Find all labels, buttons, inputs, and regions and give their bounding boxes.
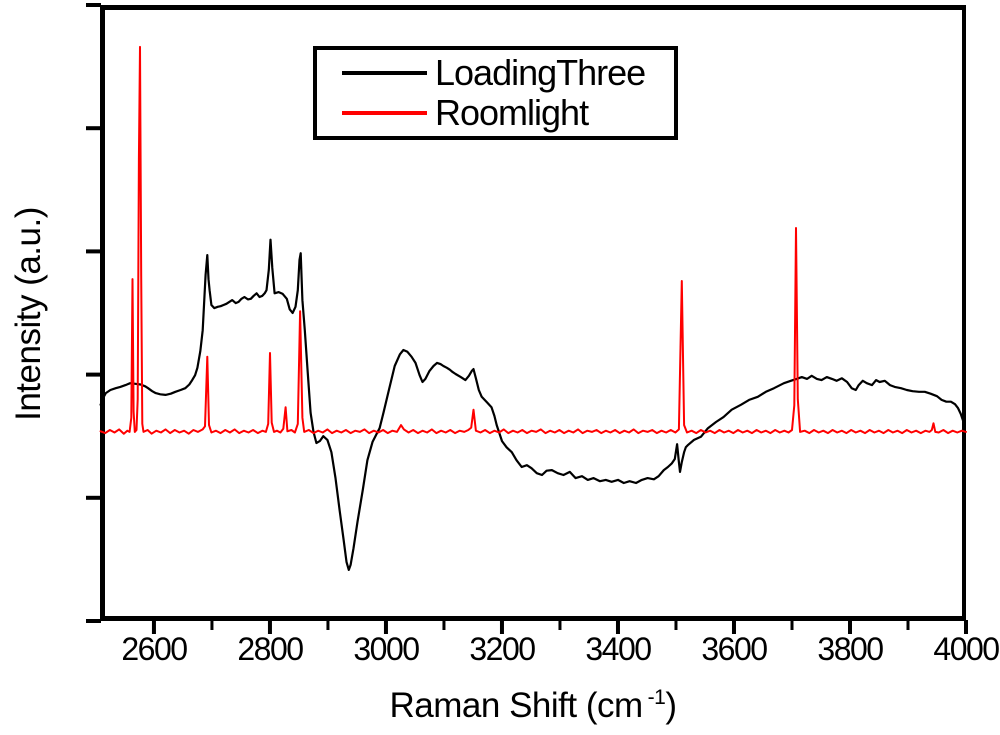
x-tick-label: 3000 bbox=[353, 631, 420, 667]
series-loadingthree-line bbox=[99, 238, 966, 572]
series-roomlight-line bbox=[99, 45, 967, 435]
x-axis-title-text: Raman Shift (cm bbox=[389, 686, 644, 725]
x-tick-label: 3800 bbox=[817, 631, 884, 667]
legend-item-loadingthree: LoadingThree bbox=[342, 51, 674, 93]
legend-label-loadingthree: LoadingThree bbox=[435, 51, 646, 93]
x-axis-title-superscript: -1 bbox=[647, 686, 666, 709]
x-tick-label: 2600 bbox=[121, 631, 188, 667]
legend-item-roomlight: Roomlight bbox=[342, 95, 674, 131]
x-tick-label: 3600 bbox=[701, 631, 768, 667]
legend: LoadingThree Roomlight bbox=[313, 46, 678, 140]
x-axis-title: Raman Shift (cm -1) bbox=[100, 686, 966, 726]
x-tick-label: 4000 bbox=[933, 631, 1000, 667]
plot-frame bbox=[100, 5, 966, 621]
legend-label-roomlight: Roomlight bbox=[435, 92, 589, 134]
legend-line-sample-red bbox=[342, 111, 427, 116]
y-axis-title: Intensity (a.u.) bbox=[9, 207, 48, 421]
x-axis-title-close: ) bbox=[665, 686, 677, 725]
x-tick-label: 2800 bbox=[237, 631, 304, 667]
x-tick-label: 3200 bbox=[469, 631, 536, 667]
legend-line-sample-black bbox=[342, 70, 427, 75]
x-tick-label: 3400 bbox=[585, 631, 652, 667]
